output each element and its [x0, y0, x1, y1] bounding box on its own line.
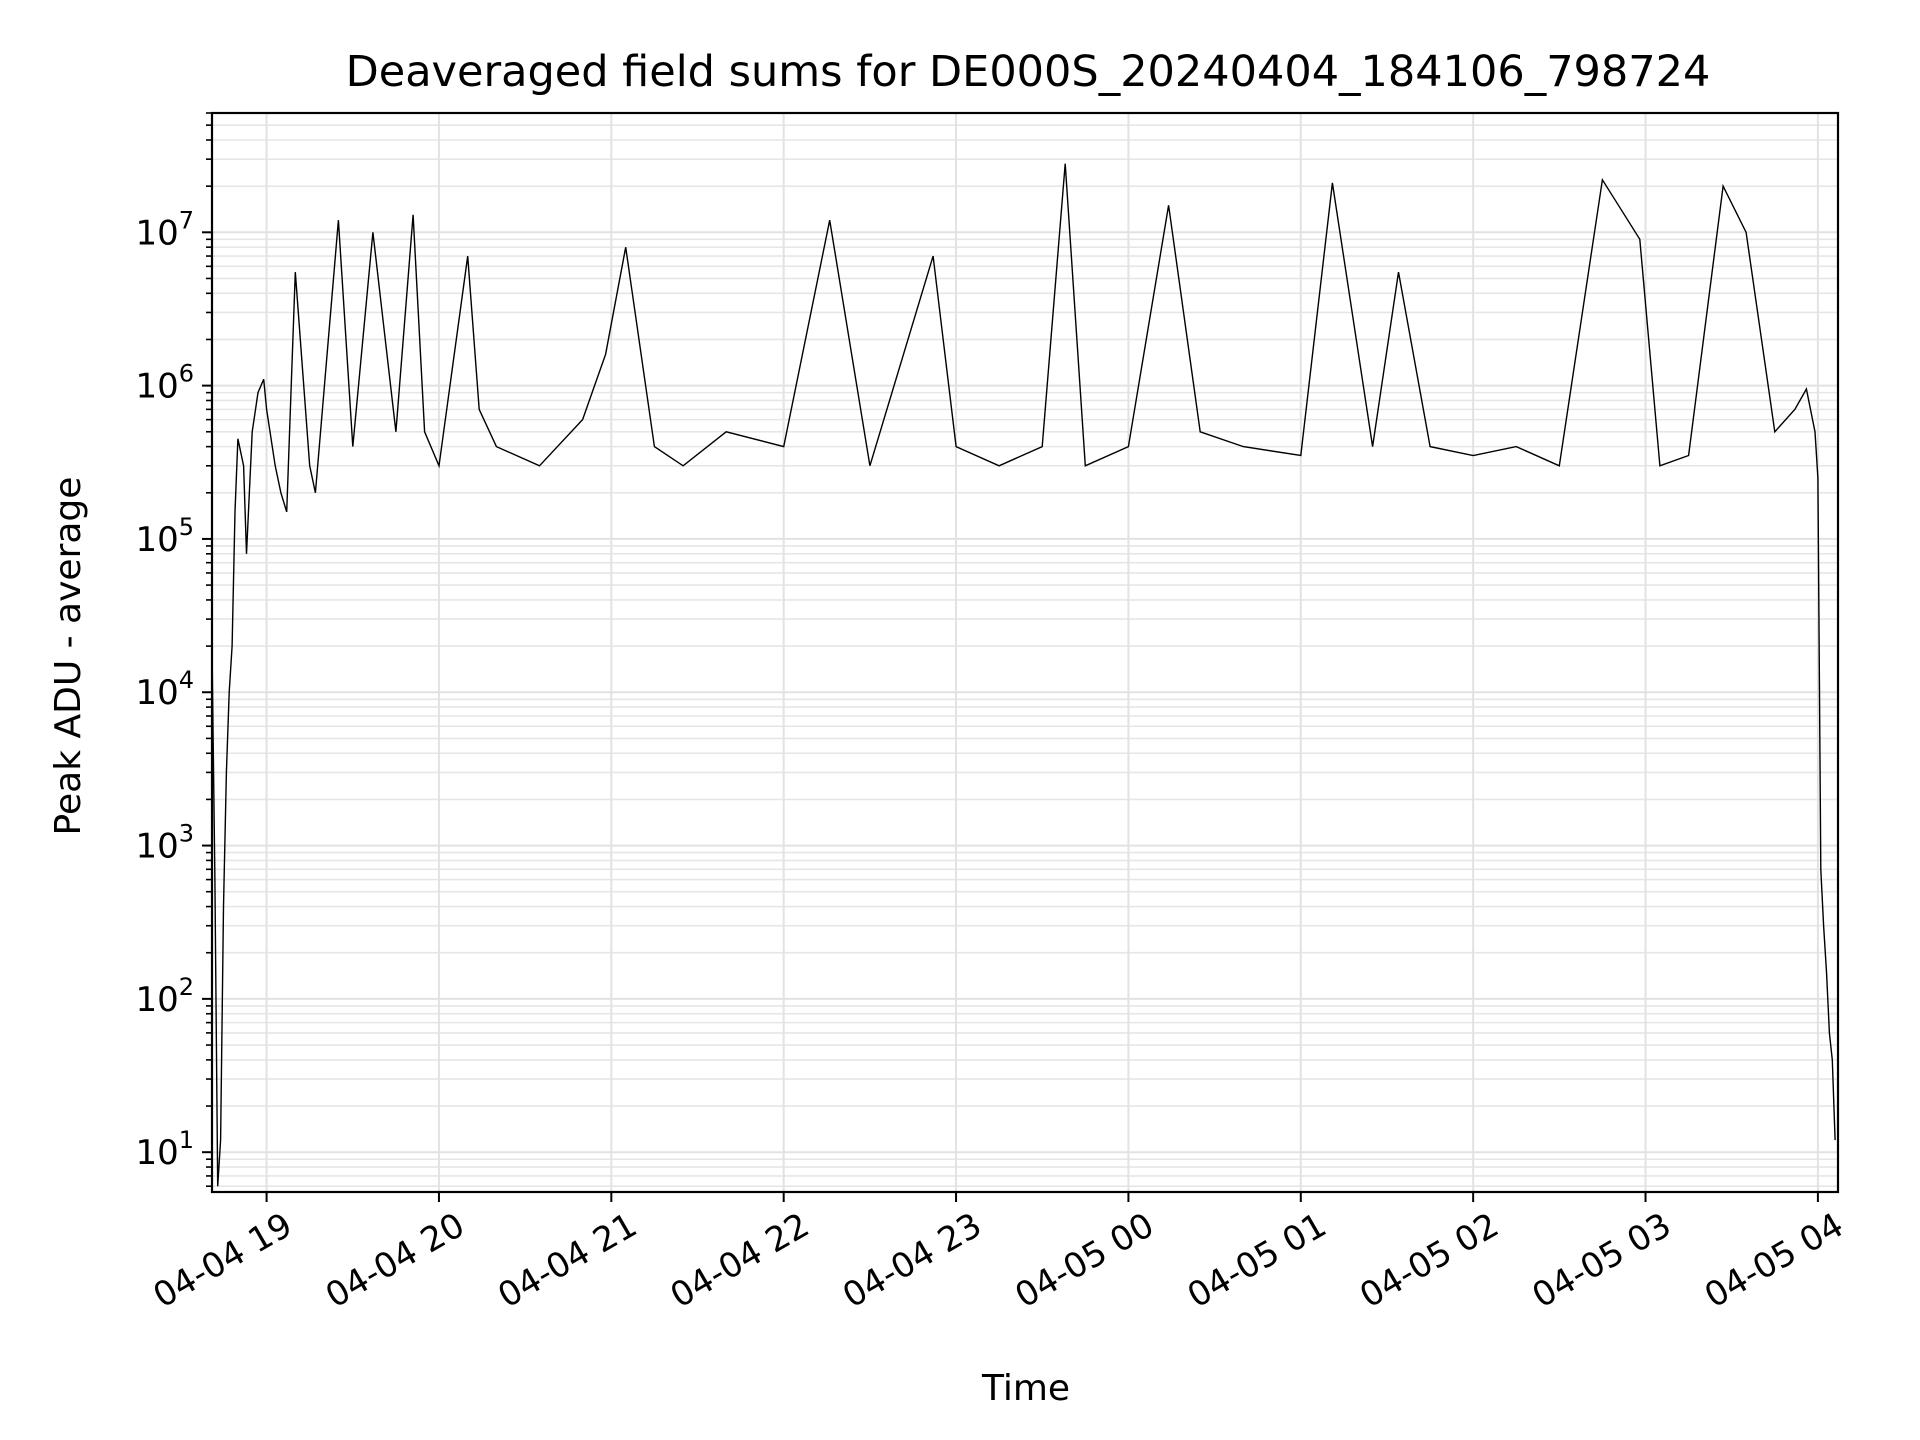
x-tick-label: 04-04 19: [147, 1205, 299, 1316]
y-tick-label: 103: [135, 820, 194, 867]
y-tick-label: 102: [135, 973, 194, 1020]
x-tick-label: 04-04 23: [836, 1205, 988, 1316]
x-tick-label: 04-05 02: [1353, 1205, 1505, 1316]
y-tick-label: 101: [135, 1126, 194, 1173]
y-tick-label: 105: [135, 513, 194, 560]
x-tick-label: 04-04 20: [319, 1205, 471, 1316]
y-tick-label: 104: [135, 666, 194, 713]
y-axis-label: Peak ADU - average: [48, 477, 89, 836]
minor-gridlines: [212, 112, 1838, 1188]
y-tick-label: 107: [135, 206, 194, 253]
axes-frame: [210, 111, 1840, 1194]
major-gridlines: [212, 113, 1838, 1192]
y-tick-label: 106: [135, 360, 194, 407]
series-line: [211, 163, 1836, 1187]
x-tick-label: 04-04 21: [491, 1205, 643, 1316]
x-axis-label: Time: [981, 1368, 1070, 1409]
series-layer: [211, 163, 1836, 1187]
x-tick-label: 04-05 01: [1181, 1205, 1333, 1316]
x-tick-label: 04-05 03: [1526, 1205, 1678, 1316]
x-tick-label: 04-05 04: [1698, 1205, 1850, 1316]
x-tick-label: 04-04 22: [664, 1205, 816, 1316]
x-tick-label: 04-05 00: [1009, 1205, 1161, 1316]
chart-title: Deaveraged field sums for DE000S_2024040…: [346, 47, 1711, 97]
